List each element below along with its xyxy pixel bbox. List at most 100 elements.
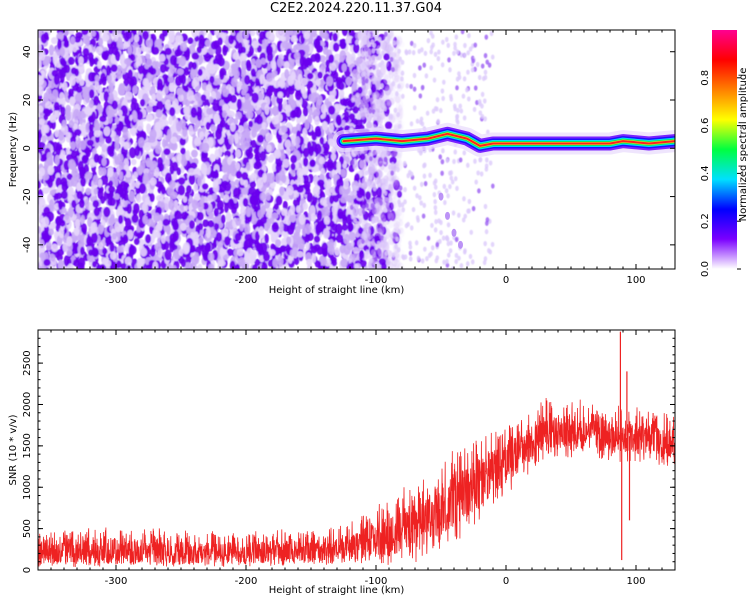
noise-speck xyxy=(92,200,100,208)
noise-speck xyxy=(97,60,102,69)
noise-speck xyxy=(286,236,292,245)
noise-speck xyxy=(395,208,402,217)
noise-speck xyxy=(224,202,229,214)
noise-speck xyxy=(140,44,148,52)
noise-speck xyxy=(194,137,202,147)
noise-speck xyxy=(111,100,118,110)
noise-speck xyxy=(357,86,363,94)
noise-speck xyxy=(290,35,299,43)
noise-speck xyxy=(328,54,335,64)
noise-speck xyxy=(114,221,122,233)
noise-speck xyxy=(205,227,211,239)
noise-speck xyxy=(104,259,112,268)
noise-speck xyxy=(120,263,127,269)
noise-speck xyxy=(295,205,301,214)
noise-speck xyxy=(114,116,120,125)
noise-speck xyxy=(379,209,384,219)
noise-speck xyxy=(81,30,89,36)
noise-speck xyxy=(307,57,313,67)
noise-speck xyxy=(106,73,112,84)
noise-speck xyxy=(130,127,137,137)
noise-speck xyxy=(76,190,83,200)
noise-speck xyxy=(43,92,49,103)
noise-speck xyxy=(202,219,209,228)
noise-speck xyxy=(301,166,309,176)
noise-speck xyxy=(327,105,336,115)
noise-speck xyxy=(304,180,311,189)
noise-speck xyxy=(188,168,196,176)
noise-speck xyxy=(245,205,251,218)
noise-speck xyxy=(108,216,115,226)
noise-speck xyxy=(55,192,63,200)
noise-speck xyxy=(172,161,179,172)
noise-speck xyxy=(92,261,97,268)
noise-speck xyxy=(94,74,100,82)
noise-speck xyxy=(331,147,336,154)
noise-speck xyxy=(320,103,328,114)
noise-speck xyxy=(162,218,170,227)
noise-speck xyxy=(73,227,80,235)
noise-speck xyxy=(330,153,337,161)
noise-speck xyxy=(352,106,359,114)
noise-speck xyxy=(275,158,283,167)
noise-speck xyxy=(258,226,265,237)
noise-speck xyxy=(376,115,382,123)
noise-speck xyxy=(321,242,328,254)
noise-speck xyxy=(275,195,283,206)
noise-speck xyxy=(56,254,63,262)
noise-speck xyxy=(329,195,334,205)
noise-speck xyxy=(95,46,103,54)
noise-speck xyxy=(234,132,239,145)
noise-speck xyxy=(106,145,113,156)
noise-speck xyxy=(296,167,304,178)
noise-speck xyxy=(277,136,283,144)
noise-speck xyxy=(170,136,178,144)
noise-speck xyxy=(132,85,139,95)
noise-speck xyxy=(277,113,283,122)
noise-speck xyxy=(304,223,312,235)
noise-speck xyxy=(170,191,178,200)
noise-speck xyxy=(231,64,239,76)
noise-speck xyxy=(378,224,385,236)
noise-speck xyxy=(365,121,373,129)
noise-speck xyxy=(68,206,74,218)
noise-speck xyxy=(261,262,268,269)
noise-speck xyxy=(187,37,194,45)
noise-speck xyxy=(348,113,356,121)
noise-speck xyxy=(38,196,45,207)
noise-speck xyxy=(90,58,96,65)
noise-speck xyxy=(302,136,310,144)
noise-speck xyxy=(340,42,347,50)
noise-speck xyxy=(162,30,169,37)
noise-speck xyxy=(249,181,257,188)
noise-speck xyxy=(67,56,75,66)
noise-speck xyxy=(307,72,314,80)
noise-speck xyxy=(384,87,392,96)
noise-speck xyxy=(205,242,211,254)
noise-speck xyxy=(150,160,158,168)
noise-speck xyxy=(91,30,97,37)
noise-speck xyxy=(58,199,63,210)
noise-speck xyxy=(335,234,344,243)
noise-speck xyxy=(264,103,270,116)
noise-speck xyxy=(70,141,76,151)
noise-speck xyxy=(364,222,372,230)
noise-speck xyxy=(224,235,231,246)
noise-speck xyxy=(63,30,70,36)
noise-speck xyxy=(194,92,202,102)
noise-speck xyxy=(196,46,202,54)
noise-speck xyxy=(85,187,92,196)
noise-speck xyxy=(319,197,327,206)
noise-speck xyxy=(304,118,310,130)
noise-speck xyxy=(114,135,120,143)
noise-speck xyxy=(383,74,391,85)
noise-speck xyxy=(228,135,235,145)
noise-speck xyxy=(355,56,363,65)
noise-speck xyxy=(89,89,95,99)
noise-speck xyxy=(74,93,83,102)
noise-speck xyxy=(200,94,207,102)
noise-speck xyxy=(334,247,340,256)
noise-speck xyxy=(272,221,279,230)
noise-speck xyxy=(297,73,303,84)
